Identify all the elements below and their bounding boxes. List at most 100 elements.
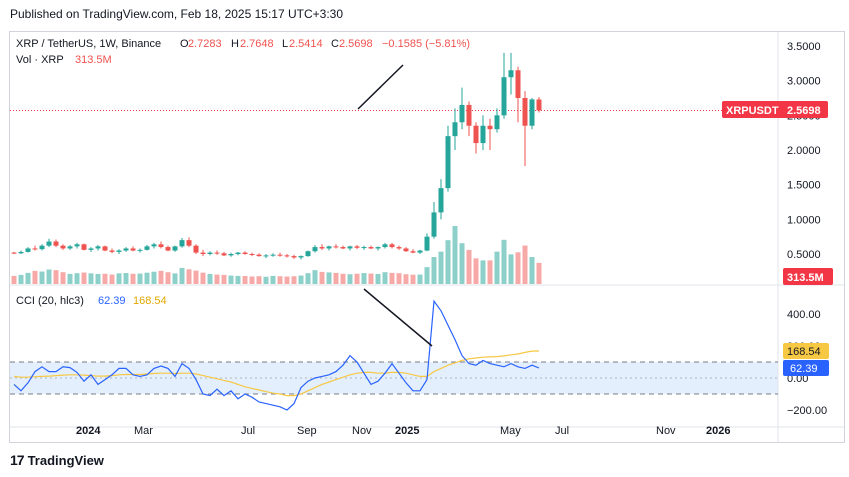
volume-bar <box>487 260 493 284</box>
time-tick-label: Sep <box>297 425 317 437</box>
candle-body <box>522 98 528 126</box>
volume-bar <box>445 240 451 284</box>
volume-bar <box>200 272 206 284</box>
grid <box>10 32 844 442</box>
candle-body <box>32 248 38 250</box>
candle-body <box>228 254 234 256</box>
time-tick-label: 2026 <box>706 425 730 437</box>
volume-bar <box>186 269 192 284</box>
candle-body <box>130 248 136 251</box>
legend-h-label: H <box>231 38 239 50</box>
candle-body <box>214 252 220 254</box>
candle-body <box>39 245 45 250</box>
volume-bar <box>361 273 367 284</box>
candle-body <box>410 251 416 253</box>
volume-bar <box>431 257 437 284</box>
candle-body <box>74 244 80 247</box>
candle-body <box>438 188 444 213</box>
candle-body <box>326 246 332 249</box>
candle-body <box>53 241 59 246</box>
candle-body <box>123 248 129 251</box>
candle-body <box>389 244 395 248</box>
price-badge-symbol: XRPUSDT <box>726 105 779 117</box>
candle-body <box>536 99 542 111</box>
volume-bar <box>284 276 290 284</box>
candle-body <box>445 136 451 189</box>
legend-l-label: L <box>282 38 288 50</box>
volume-bar <box>193 270 199 284</box>
candle-body <box>368 247 374 249</box>
candle-body <box>25 248 31 252</box>
candle-body <box>186 240 192 246</box>
legend-change: −0.1585 (−5.81%) <box>382 38 470 50</box>
legend-c-label: C <box>331 38 339 50</box>
cci-lines <box>13 299 540 411</box>
chart-svg[interactable]: 3.50003.00002.50002.00001.50001.00000.50… <box>10 32 844 442</box>
volume-bar <box>459 243 465 284</box>
volume-bar <box>417 274 423 284</box>
volume-bar <box>515 252 521 284</box>
candle-body <box>529 99 535 126</box>
price-tick-label: 3.5000 <box>787 41 821 53</box>
volume-bar <box>109 274 115 284</box>
volume-bar <box>424 267 430 284</box>
candle-body <box>319 247 325 249</box>
volume-bar <box>81 272 87 284</box>
volume-bar <box>158 270 164 284</box>
footer-brand: TradingView <box>27 452 104 468</box>
time-tick-label: Nov <box>352 425 372 437</box>
volume-bar <box>151 271 157 284</box>
volume-bar <box>179 267 185 284</box>
footer: 17 TradingView <box>10 452 104 468</box>
candle-body <box>46 241 52 246</box>
candle-body <box>277 254 283 256</box>
volume-bar <box>382 272 388 284</box>
candle-body <box>466 104 472 126</box>
volume-bar <box>11 275 17 284</box>
time-tick-label: 2024 <box>76 425 101 437</box>
candle-body <box>18 251 24 254</box>
volume-bar <box>235 275 241 284</box>
legend-symbol: XRP / TetherUS, 1W, Binance <box>16 38 161 50</box>
cci-ma-badge-value: 168.54 <box>787 346 821 358</box>
trend-annotations[interactable] <box>357 64 433 347</box>
volume-bar <box>536 262 542 284</box>
cci-line <box>13 299 540 411</box>
candle-body <box>116 250 122 252</box>
candles <box>11 52 542 260</box>
legend-c: 2.5698 <box>339 38 373 50</box>
candle-body <box>515 70 521 98</box>
volume-badge-value: 313.5M <box>787 272 824 284</box>
price-badge-bg <box>722 101 828 118</box>
candle-body <box>298 256 304 258</box>
candle-body <box>242 252 248 254</box>
candle-body <box>88 248 94 250</box>
volume-bar <box>18 274 24 284</box>
volume-bar <box>368 273 374 284</box>
time-tick-label: Nov <box>656 425 676 437</box>
volume-bar <box>25 272 31 284</box>
candle-body <box>221 253 227 256</box>
volume-bar <box>480 260 486 284</box>
legend-vol-label: Vol · XRP <box>16 54 64 66</box>
candle-body <box>81 244 87 250</box>
volume-bar <box>326 272 332 284</box>
time-tick-label: May <box>500 425 521 437</box>
volume-bars <box>11 226 542 284</box>
chart-frame[interactable]: 3.50003.00002.50002.00001.50001.00000.50… <box>9 31 845 443</box>
candle-body <box>291 256 297 258</box>
candle-body <box>249 254 255 255</box>
candle-body <box>361 247 367 249</box>
volume-bar <box>249 276 255 284</box>
candle-body <box>305 251 311 257</box>
candle-body <box>312 247 318 252</box>
volume-bar <box>165 272 171 284</box>
volume-bar <box>256 276 262 284</box>
volume-bar <box>137 273 143 284</box>
volume-bar <box>333 272 339 284</box>
volume-bar <box>144 272 150 284</box>
price-badge-value: 2.5698 <box>787 105 821 117</box>
price-trend-line <box>357 64 404 110</box>
price-tick-label: 3.0000 <box>787 76 821 88</box>
candle-body <box>284 255 290 257</box>
